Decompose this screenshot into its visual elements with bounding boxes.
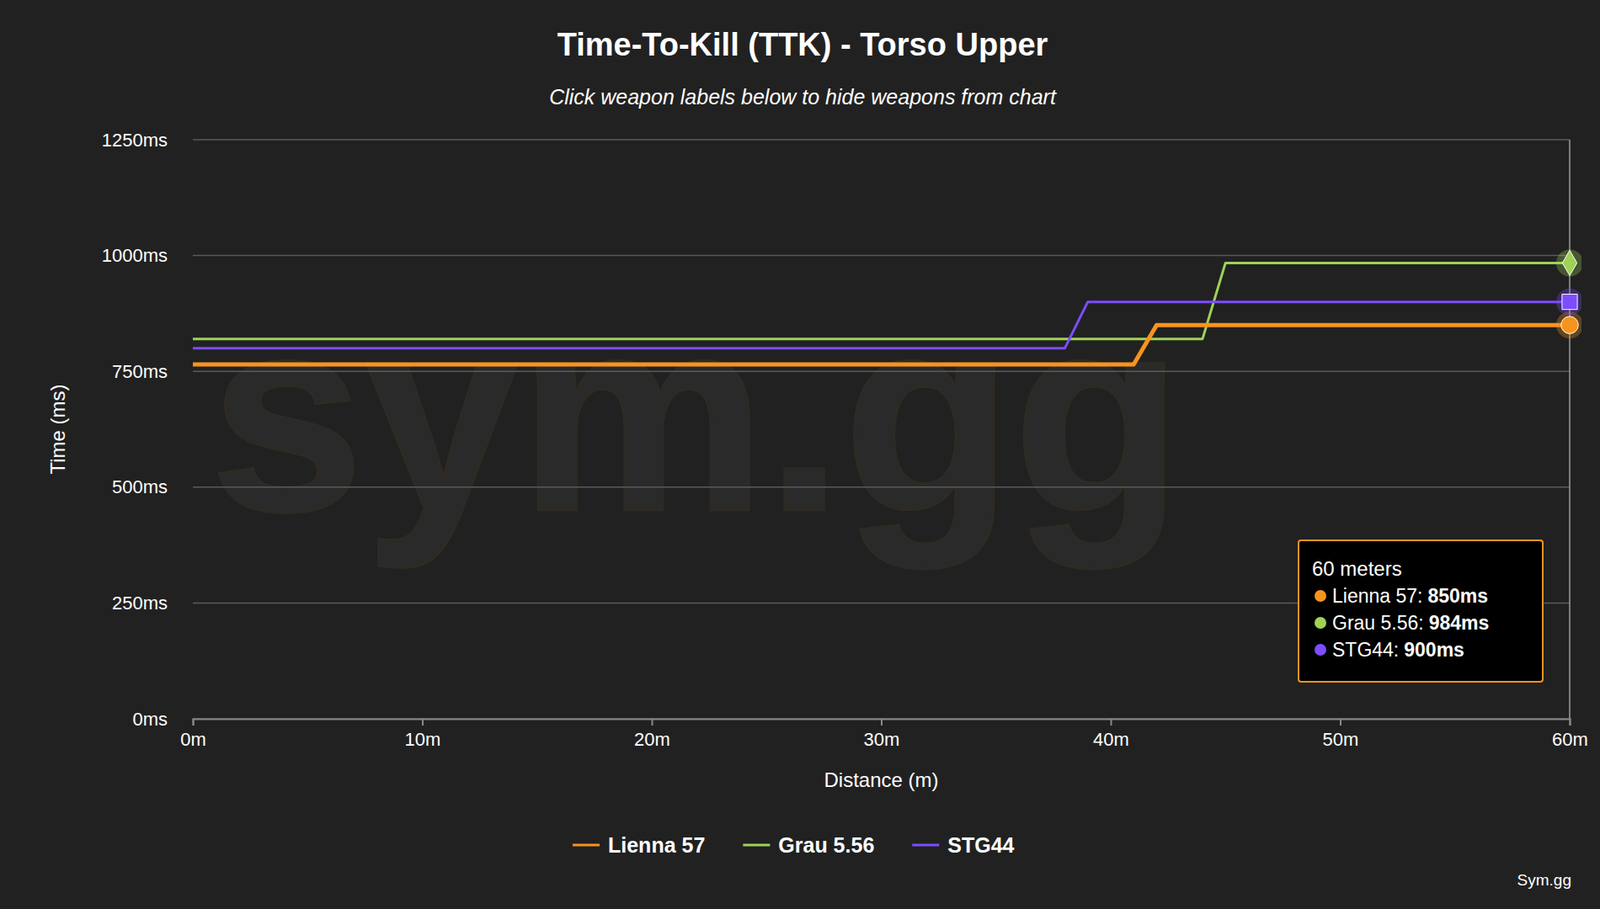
x-tick-mark — [192, 719, 195, 726]
y-tick: 1250ms — [101, 129, 193, 151]
grid-line — [192, 255, 1570, 257]
legend-symbol[interactable] — [912, 844, 939, 848]
x-tick-mark — [1110, 719, 1113, 726]
tooltip-label: STG44: — [1332, 639, 1399, 662]
legend-label[interactable]: Grau 5.56 — [778, 833, 875, 858]
y-tick-label: 1250ms — [101, 129, 168, 151]
x-tick: 0m — [180, 719, 207, 751]
y-tick-label: 1000ms — [101, 245, 168, 267]
x-axis: 0m 10m 20m 30m 40m 50m 60m — [180, 719, 1589, 751]
marker-halo — [1556, 288, 1582, 316]
tooltip-box — [1298, 540, 1543, 683]
grid — [192, 139, 1570, 720]
x-tick-label: 40m — [1093, 729, 1130, 751]
lines — [192, 262, 1570, 365]
marker — [1562, 294, 1578, 310]
y-tick-label: 0ms — [132, 709, 168, 731]
y-tick: 1000ms — [101, 245, 193, 267]
subtitle: Click weapon labels below to hide weapon… — [549, 85, 1057, 109]
x-tick-label: 0m — [180, 729, 207, 751]
plot-area — [192, 249, 1582, 365]
y-tick-label: 750ms — [112, 361, 168, 383]
y-axis-title: Time (ms) — [46, 384, 70, 475]
tooltip-dot — [1314, 644, 1327, 656]
x-tick-mark — [1339, 719, 1342, 726]
crosshair — [1568, 139, 1571, 720]
y-tick-label: 500ms — [112, 476, 168, 498]
legend-item[interactable]: STG44 — [912, 833, 1014, 858]
tooltip-title: 60 meters — [1312, 557, 1403, 581]
tooltip: 60 meters Lienna 57:850msGrau 5.56:984ms S… — [1298, 540, 1543, 683]
legend-label[interactable]: STG44 — [947, 833, 1014, 858]
chart: Time-To-Kill (TTK) - Torso Upper Click we… — [0, 0, 1600, 909]
x-tick: 40m — [1093, 719, 1130, 751]
x-tick: 60m — [1552, 719, 1589, 751]
tooltip-label: Lienna 57: — [1332, 585, 1423, 608]
markers — [1556, 249, 1582, 339]
tooltip-dot — [1314, 617, 1327, 630]
x-tick-label: 20m — [634, 729, 671, 751]
grid-line — [192, 486, 1570, 489]
legend-label[interactable]: Lienna 57 — [608, 833, 705, 858]
tooltip-value: 984ms — [1429, 612, 1490, 635]
x-tick-mark — [421, 719, 424, 726]
y-tick: 250ms — [112, 592, 193, 614]
marker-halo — [1556, 249, 1582, 277]
x-axis-title: Distance (m) — [823, 768, 939, 792]
legend-symbol[interactable] — [742, 844, 770, 848]
series-line — [192, 325, 1570, 365]
y-axis-line — [192, 140, 194, 720]
marker-halo — [1556, 311, 1582, 339]
x-tick-label: 10m — [405, 729, 442, 751]
y-tick-label: 250ms — [112, 592, 168, 614]
tooltip-value: 850ms — [1427, 585, 1488, 608]
x-tick-label: 50m — [1322, 729, 1360, 751]
tooltip-dot — [1314, 590, 1327, 603]
legend-item[interactable]: Grau 5.56 — [742, 833, 875, 858]
x-axis-line — [193, 720, 1571, 727]
x-tick: 50m — [1322, 719, 1360, 751]
tooltip-value: 900ms — [1403, 639, 1465, 662]
watermark: sym.gg — [209, 258, 1183, 571]
x-tick-mark — [1569, 719, 1572, 726]
legend-item[interactable]: Lienna 57 — [572, 833, 705, 858]
y-tick: 750ms — [112, 361, 193, 383]
legend: Lienna 57 Grau 5.56 STG44 — [572, 833, 1015, 858]
legend-symbol[interactable] — [572, 844, 600, 848]
marker — [1561, 316, 1579, 334]
credit: Sym.gg — [1517, 871, 1572, 890]
x-tick: 10m — [405, 719, 442, 751]
grid-line — [192, 370, 1570, 373]
x-tick-mark — [651, 719, 654, 726]
x-tick: 20m — [634, 719, 671, 751]
title: Time-To-Kill (TTK) - Torso Upper — [557, 26, 1049, 63]
marker — [1562, 250, 1577, 276]
x-tick-label: 30m — [864, 729, 901, 751]
x-tick: 30m — [864, 719, 901, 751]
background — [0, 0, 1600, 909]
x-tick-mark — [880, 719, 883, 726]
x-tick-label: 60m — [1552, 729, 1589, 751]
y-axis: 0ms 250ms 500ms 750ms 1000ms 1250ms — [101, 129, 194, 731]
y-tick: 0ms — [132, 709, 193, 731]
y-tick: 500ms — [112, 476, 193, 498]
tooltip-label: Grau 5.56: — [1332, 612, 1424, 635]
grid-line — [192, 138, 1570, 141]
